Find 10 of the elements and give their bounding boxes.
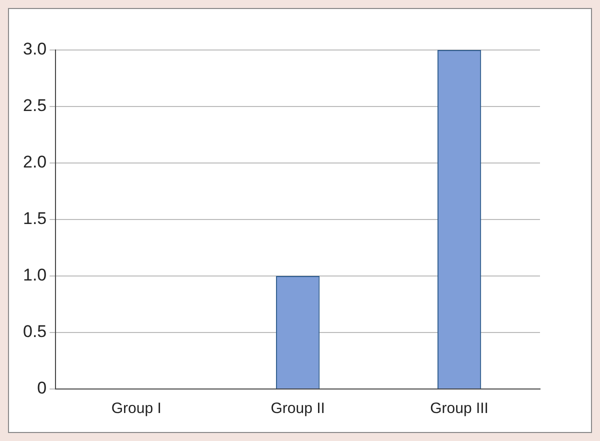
y-tick-label: 2.5 [22,96,47,116]
y-tick-label: 1.0 [22,266,47,285]
y-tick-label: 0.5 [22,322,47,342]
y-tick-label: 1.5 [22,209,47,228]
x-tick-label: Group I [111,400,162,418]
x-tick-label: Group II [270,400,325,418]
x-tick-label: Group III [430,400,488,418]
y-tick-label: 3.0 [22,40,47,59]
y-tick-label: 0 [37,378,47,398]
y-tick-label: 2.0 [22,152,47,172]
